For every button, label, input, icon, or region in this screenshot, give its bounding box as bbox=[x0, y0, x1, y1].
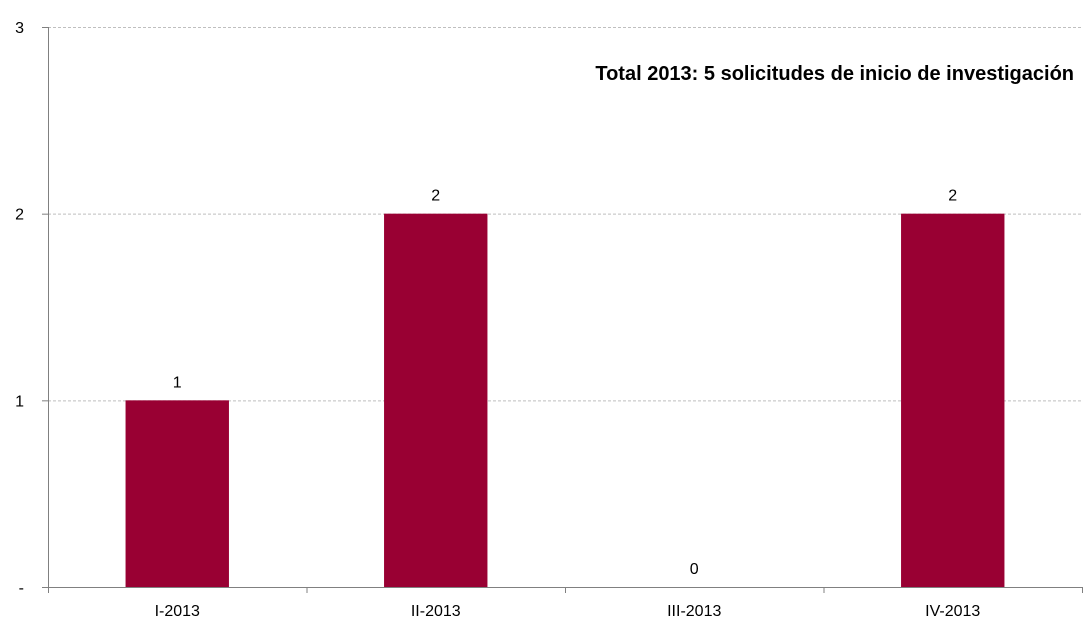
data-label-IV-2013: 2 bbox=[948, 188, 957, 205]
x-tick-label-III-2013: III-2013 bbox=[667, 603, 721, 620]
bar-IV-2013 bbox=[901, 213, 1005, 587]
bar-I-2013 bbox=[125, 400, 229, 587]
y-tick-label-0: - bbox=[19, 580, 24, 597]
axes bbox=[42, 27, 1083, 593]
data-label-I-2013: 1 bbox=[173, 374, 182, 391]
data-label-II-2013: 2 bbox=[431, 188, 440, 205]
labels: 1 2 0 2 - 1 2 3 I-2013 II-2013 III-2013 IV-2013 bbox=[15, 20, 980, 620]
y-tick-label-3: 3 bbox=[15, 20, 24, 37]
x-tick-label-I-2013: I-2013 bbox=[155, 603, 200, 620]
bar-II-2013 bbox=[384, 213, 488, 587]
data-label-III-2013: 0 bbox=[690, 561, 699, 578]
y-tick-label-2: 2 bbox=[15, 207, 24, 224]
x-tick-label-IV-2013: IV-2013 bbox=[925, 603, 980, 620]
x-tick-label-II-2013: II-2013 bbox=[411, 603, 461, 620]
chart-title: Total 2013: 5 solicitudes de inicio de i… bbox=[595, 63, 1074, 85]
y-tick-label-1: 1 bbox=[15, 393, 24, 410]
bars bbox=[125, 213, 1005, 587]
